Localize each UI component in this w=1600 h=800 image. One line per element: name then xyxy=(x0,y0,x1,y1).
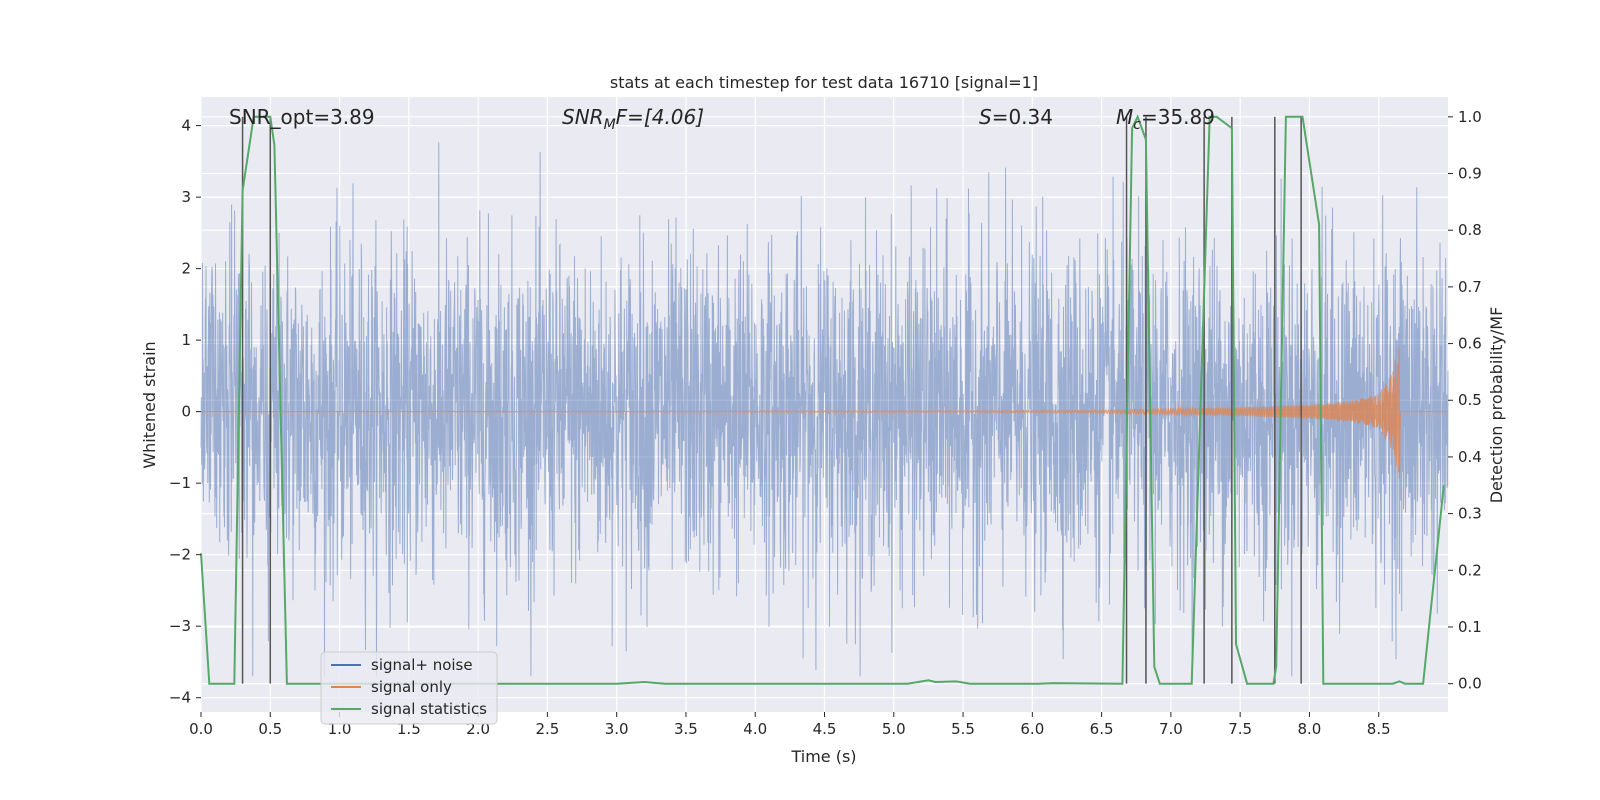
signal-series xyxy=(201,347,1448,479)
s-annotation: S=0.34 xyxy=(979,105,1053,129)
right-y-tick-label: 0.1 xyxy=(1458,618,1482,636)
x-tick-label: 3.5 xyxy=(674,720,698,738)
x-tick-label: 2.5 xyxy=(535,720,559,738)
x-tick-label: 5.5 xyxy=(951,720,975,738)
noise-series xyxy=(200,142,1449,677)
y-tick-label: 2 xyxy=(181,260,191,278)
right-y-tick-label: 0.7 xyxy=(1458,278,1482,296)
x-tick-label: 6.0 xyxy=(1020,720,1044,738)
right-y-ticks: 0.0 0.1 0.2 0.3 0.4 0.5 0.6 0.7 0.8 0.9 1.0 xyxy=(1448,108,1482,693)
snr-opt-annotation: SNR_opt=3.89 xyxy=(229,105,375,129)
x-tick-label: 5.0 xyxy=(882,720,906,738)
x-ticks: 0.0 0.5 1.0 1.5 2.0 2.5 3.0 3.5 4.0 4.5 5.0 5.5 6.0 6… xyxy=(189,712,1391,738)
legend-label-signal: signal only xyxy=(371,678,452,696)
right-y-tick-label: 0.9 xyxy=(1458,165,1482,183)
y-tick-label: 0 xyxy=(181,403,191,421)
x-tick-label: 7.5 xyxy=(1228,720,1252,738)
mc-annotation: Mc=35.89 xyxy=(1116,105,1215,133)
right-y-tick-label: 1.0 xyxy=(1458,108,1482,126)
detection-markers xyxy=(241,116,1302,684)
x-tick-label: 8.0 xyxy=(1298,720,1322,738)
y-axis-label: Whitened strain xyxy=(140,341,159,468)
y-tick-label: 1 xyxy=(181,331,191,349)
y-tick-label: −2 xyxy=(169,546,191,564)
snr-mf-annotation: SNRMF=[4.06] xyxy=(562,105,704,133)
x-tick-label: 4.0 xyxy=(743,720,767,738)
legend-box xyxy=(320,651,498,725)
legend: signal+ noise signal only signal statist… xyxy=(320,651,498,725)
x-tick-label: 6.5 xyxy=(1090,720,1114,738)
right-y-tick-label: 0.4 xyxy=(1458,448,1482,466)
y-tick-label: −3 xyxy=(169,617,191,635)
right-y-axis-label: Detection probability/MF xyxy=(1487,307,1506,504)
statistics-series xyxy=(200,114,1445,685)
signal-line xyxy=(201,347,1448,479)
y-ticks: −4 −3 −2 −1 0 1 2 3 4 xyxy=(169,117,201,707)
chart-title: stats at each timestep for test data 167… xyxy=(610,73,1038,92)
x-tick-label: 7.0 xyxy=(1159,720,1183,738)
noise-line xyxy=(200,142,1449,677)
y-tick-label: −4 xyxy=(169,689,191,707)
right-y-tick-label: 0.2 xyxy=(1458,561,1482,579)
legend-label-noise: signal+ noise xyxy=(371,656,473,674)
right-y-tick-label: 0.0 xyxy=(1458,675,1482,693)
right-y-tick-label: 0.8 xyxy=(1458,221,1482,239)
x-tick-label: 3.0 xyxy=(605,720,629,738)
x-tick-label: 8.5 xyxy=(1367,720,1391,738)
x-tick-label: 0.0 xyxy=(189,720,213,738)
x-tick-label: 0.5 xyxy=(258,720,282,738)
y-tick-label: −1 xyxy=(169,474,191,492)
right-y-tick-label: 0.3 xyxy=(1458,505,1482,523)
y-tick-label: 4 xyxy=(181,117,191,135)
right-y-tick-label: 0.5 xyxy=(1458,391,1482,409)
right-y-tick-label: 0.6 xyxy=(1458,335,1482,353)
x-axis-label: Time (s) xyxy=(790,747,856,766)
x-tick-label: 4.5 xyxy=(813,720,837,738)
statistics-line xyxy=(200,114,1445,685)
y-tick-label: 3 xyxy=(181,188,191,206)
grid xyxy=(200,97,1448,712)
legend-label-statistics: signal statistics xyxy=(371,700,487,718)
